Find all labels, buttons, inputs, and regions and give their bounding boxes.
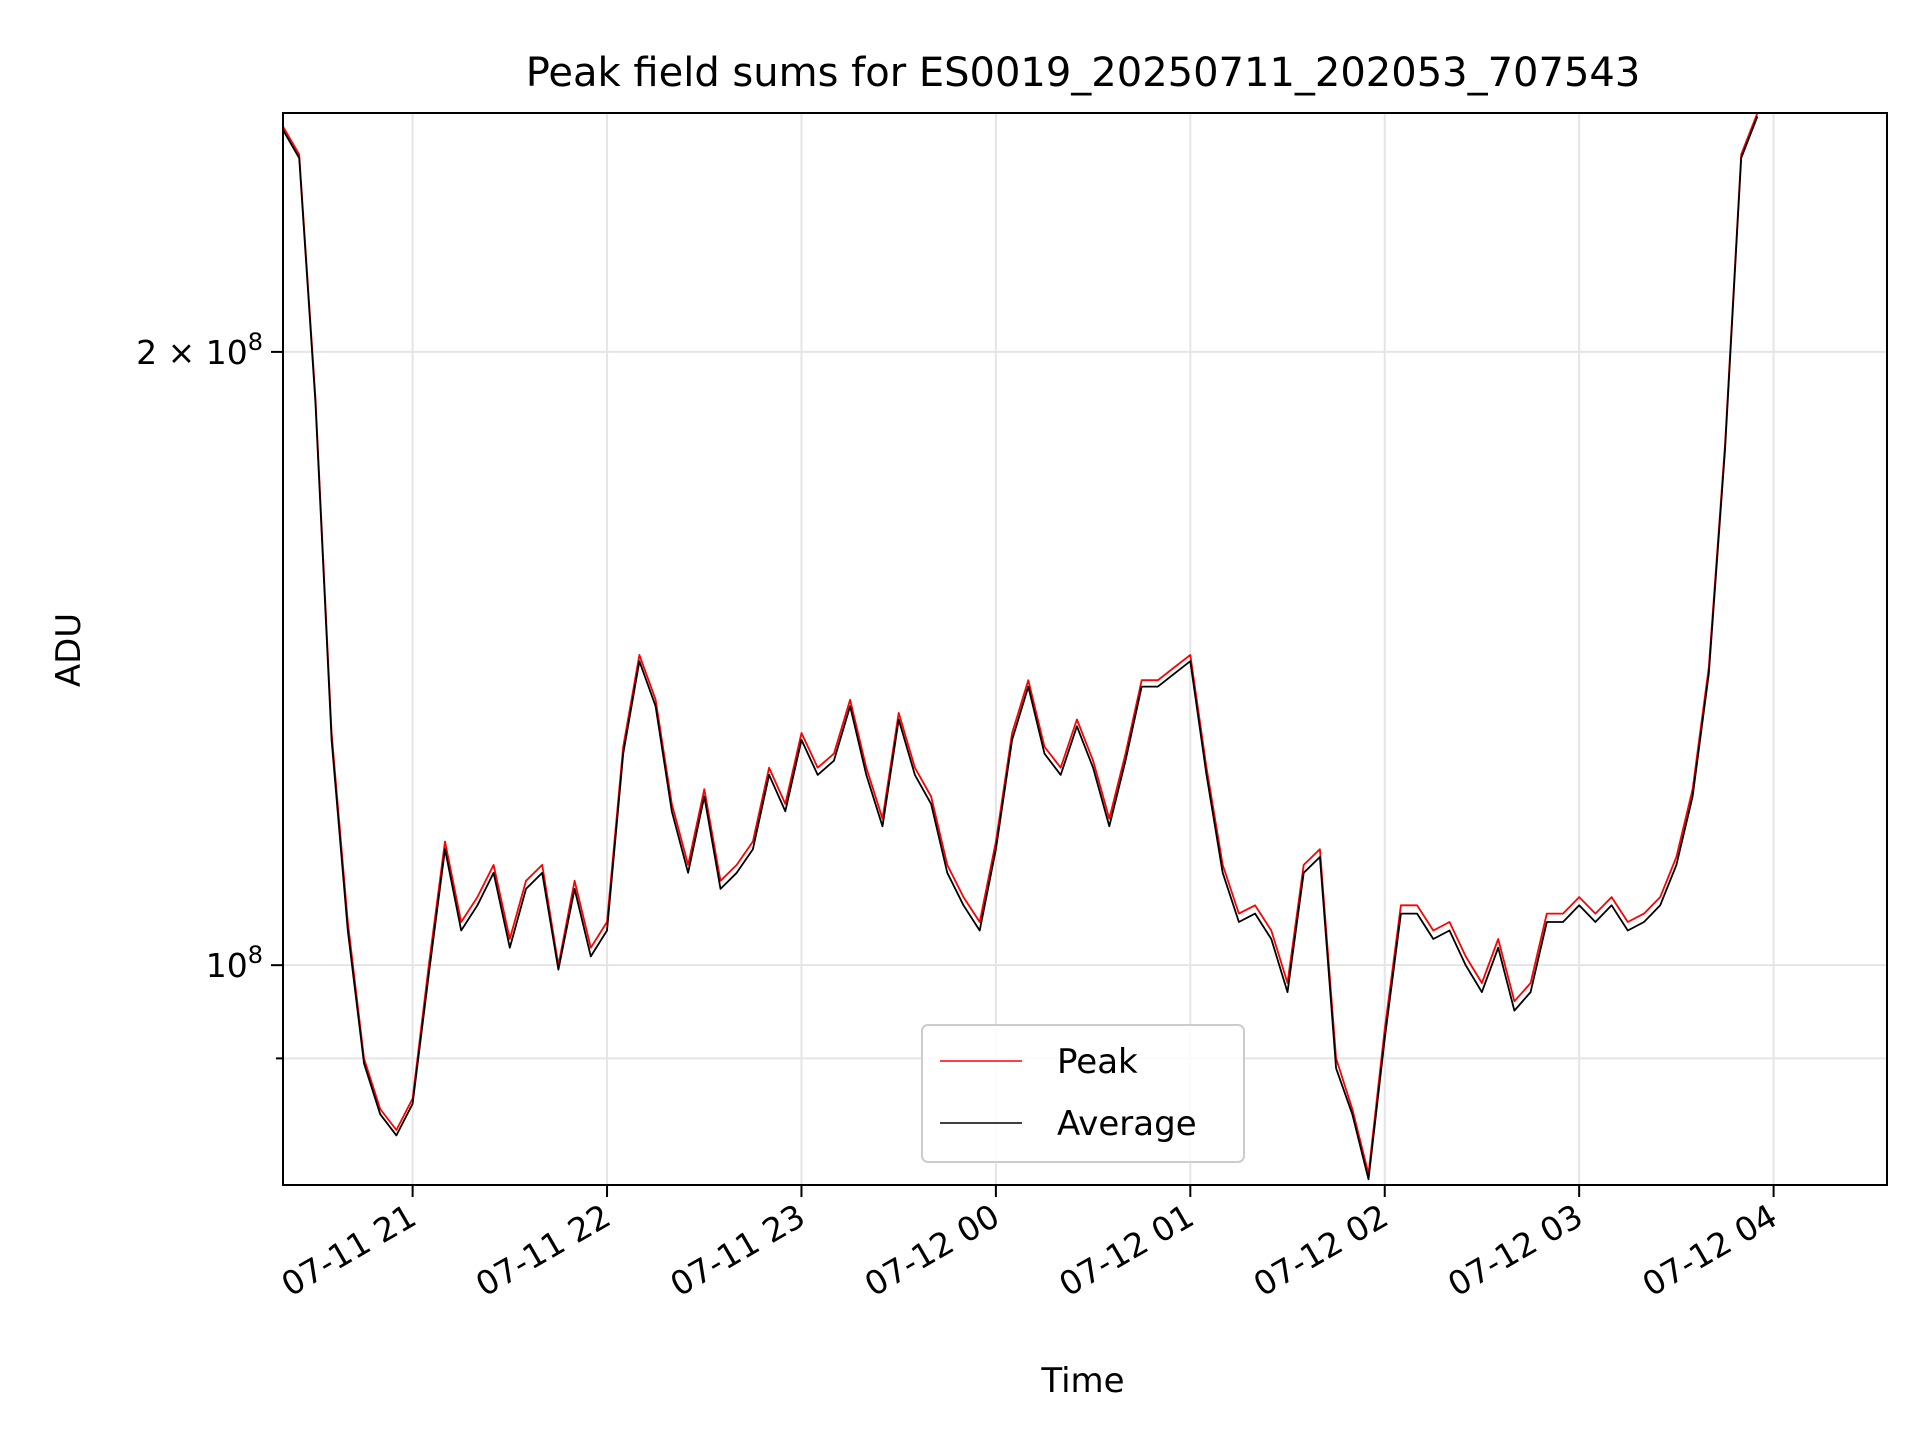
y-tick-label: 2 × 108 — [136, 328, 263, 372]
tick-marks — [271, 350, 1775, 1197]
legend-box — [921, 1024, 1245, 1163]
axes-frame — [282, 112, 1888, 1186]
legend: Peak Average — [921, 1024, 1245, 1163]
series-line-average — [283, 116, 1759, 1181]
x-axis-label: Time — [1040, 1361, 1124, 1401]
chart-title: Peak field sums for ES0019_20250711_2020… — [526, 50, 1641, 96]
y-tick-label: 108 — [206, 941, 263, 985]
plot-area — [283, 113, 1759, 1181]
legend-label-average: Average — [1057, 1104, 1197, 1144]
y-axis-label: ADU — [49, 613, 89, 687]
series-line-peak — [283, 113, 1759, 1175]
legend-label-peak: Peak — [1057, 1042, 1138, 1082]
